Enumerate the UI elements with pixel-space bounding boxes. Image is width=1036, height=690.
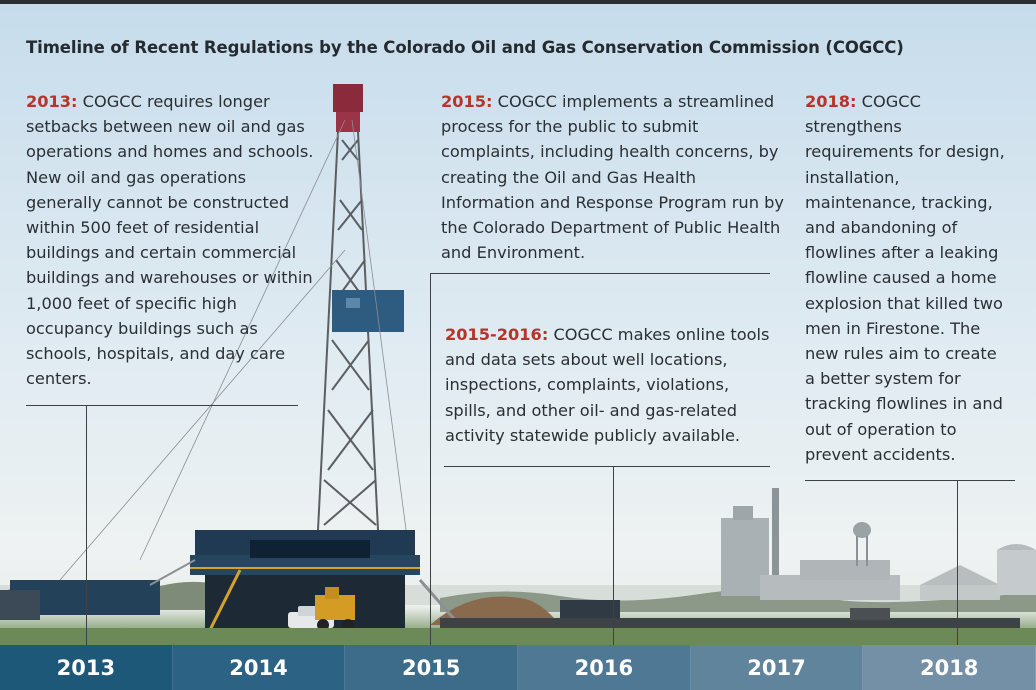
entry-year-label: 2015: — [441, 92, 493, 111]
entry-2015-2016: 2015-2016: COGCC makes online tools and … — [445, 322, 775, 448]
entry-text: COGCC strengthens requirements for desig… — [805, 92, 1005, 464]
connector-rule — [957, 480, 958, 645]
drilling-rig-photo — [0, 84, 1036, 645]
connector-rule — [430, 273, 431, 645]
entry-year-label: 2018: — [805, 92, 857, 111]
entry-2015: 2015: COGCC implements a streamlined pro… — [441, 89, 786, 265]
connector-rule — [26, 405, 298, 406]
connector-rule — [444, 466, 770, 467]
timeline-bar: 2013 2014 2015 2016 2017 2018 — [0, 645, 1036, 690]
entry-text: COGCC makes online tools and data sets a… — [445, 325, 770, 445]
entry-2013: 2013: COGCC requires longer setbacks bet… — [26, 89, 318, 391]
connector-rule — [613, 466, 614, 645]
timeline-year-2014: 2014 — [172, 645, 346, 690]
timeline-year-2017: 2017 — [690, 645, 864, 690]
entry-year-label: 2013: — [26, 92, 78, 111]
entry-year-label: 2015-2016: — [445, 325, 549, 344]
page-title: Timeline of Recent Regulations by the Co… — [26, 38, 904, 57]
top-border — [0, 0, 1036, 4]
timeline-year-2015: 2015 — [345, 645, 519, 690]
timeline-year-2013: 2013 — [0, 645, 173, 690]
connector-rule — [805, 480, 1015, 481]
entry-text: COGCC requires longer setbacks between n… — [26, 92, 314, 389]
timeline-year-2016: 2016 — [518, 645, 691, 690]
connector-rule — [86, 405, 87, 645]
entry-text: COGCC implements a streamlined process f… — [441, 92, 784, 263]
timeline-year-2018: 2018 — [863, 645, 1036, 690]
connector-rule — [430, 273, 770, 274]
entry-2018: 2018: COGCC strengthens requirements for… — [805, 89, 1010, 467]
